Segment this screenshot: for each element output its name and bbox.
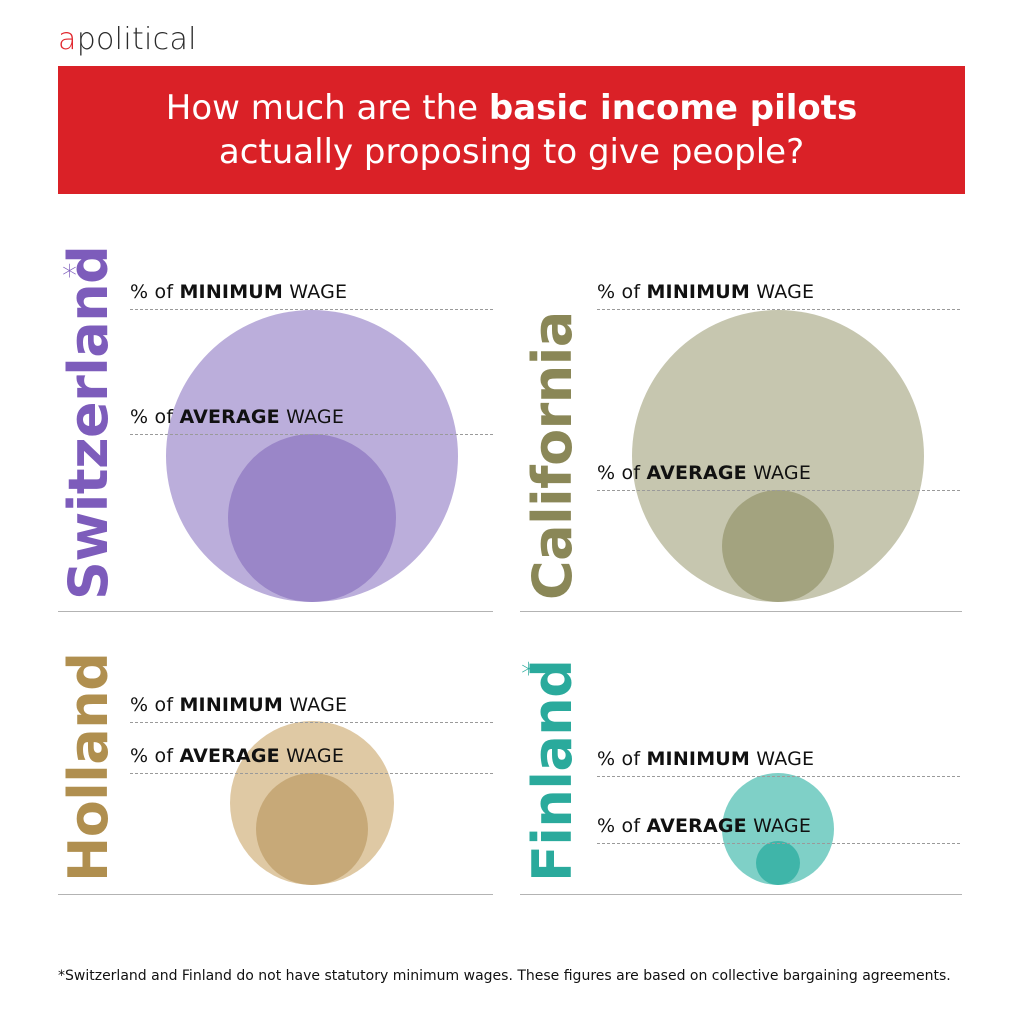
title-line-2: actually proposing to give people? <box>218 132 805 172</box>
apolitical-logo: apolitical <box>58 22 197 57</box>
average-wage-holland-dashed-line <box>130 773 493 774</box>
title-banner: How much are the basic income pilots act… <box>58 66 965 194</box>
country-name-switzerland: Switzerland <box>57 245 120 600</box>
minimum-wage-holland-dashed-line <box>130 722 493 723</box>
asterisk-switzerland: * <box>62 259 77 294</box>
average-wage-circle-california <box>722 490 834 602</box>
minimum-wage-finland-dashed-line <box>597 776 960 777</box>
country-name-finland: Finland <box>521 659 584 882</box>
baseline-finland <box>520 894 962 895</box>
baseline-california <box>520 611 962 612</box>
minimum-wage-holland-label: % of MINIMUM WAGE <box>130 694 348 716</box>
minimum-wage-california-label: % of MINIMUM WAGE <box>597 281 815 303</box>
minimum-wage-switzerland-label: % of MINIMUM WAGE <box>130 281 348 303</box>
average-wage-circle-switzerland <box>228 434 396 602</box>
average-wage-holland-label: % of AVERAGE WAGE <box>130 745 345 767</box>
minimum-wage-finland-label: % of MINIMUM WAGE <box>597 748 815 770</box>
title-bold: basic income pilots <box>488 88 858 128</box>
minimum-wage-switzerland-dashed-line <box>130 309 493 310</box>
average-wage-circle-holland <box>256 773 368 885</box>
average-wage-california-label: % of AVERAGE WAGE <box>597 462 812 484</box>
country-name-california: California <box>521 311 584 600</box>
average-wage-switzerland-dashed-line <box>130 434 493 435</box>
country-name-holland: Holland <box>57 652 120 882</box>
asterisk-finland: * <box>521 657 536 692</box>
average-wage-switzerland-label: % of AVERAGE WAGE <box>130 406 345 428</box>
average-wage-finland-label: % of AVERAGE WAGE <box>597 815 812 837</box>
baseline-holland <box>58 894 493 895</box>
average-wage-circle-finland <box>756 841 800 885</box>
average-wage-finland-dashed-line <box>597 843 960 844</box>
baseline-switzerland <box>58 611 493 612</box>
average-wage-california-dashed-line <box>597 490 960 491</box>
footnote: *Switzerland and Finland do not have sta… <box>58 968 951 984</box>
minimum-wage-california-dashed-line <box>597 309 960 310</box>
title-line-1: How much are the basic income pilots <box>165 88 858 128</box>
